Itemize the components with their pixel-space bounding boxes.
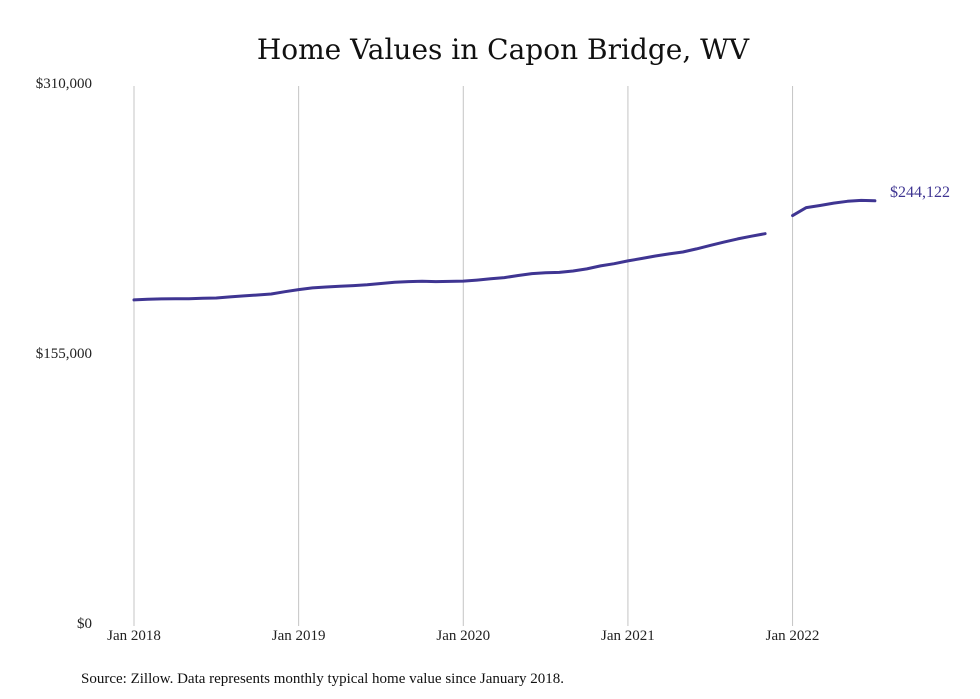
y-axis-tick-labels: $0 $155,000 $310,000 xyxy=(36,76,92,632)
x-tick-label: Jan 2021 xyxy=(601,628,655,644)
source-note: Source: Zillow. Data represents monthly … xyxy=(81,671,564,687)
y-tick-label: $155,000 xyxy=(36,346,92,362)
home-value-series xyxy=(132,198,877,302)
x-tick-label: Jan 2020 xyxy=(436,628,490,644)
home-value-line-segment xyxy=(791,198,877,218)
y-tick-label: $0 xyxy=(77,616,92,632)
x-tick-label: Jan 2019 xyxy=(272,628,326,644)
x-tick-label: Jan 2018 xyxy=(107,628,161,644)
home-value-line-segment xyxy=(132,232,767,302)
x-axis-tick-labels: Jan 2018 Jan 2019 Jan 2020 Jan 2021 Jan 2022 xyxy=(107,628,819,644)
latest-value-label: $244,122 xyxy=(890,184,950,201)
y-tick-label: $310,000 xyxy=(36,76,92,92)
x-tick-label: Jan 2022 xyxy=(766,628,820,644)
chart-title: Home Values in Capon Bridge, WV xyxy=(257,33,750,66)
grid-lines xyxy=(133,86,794,626)
